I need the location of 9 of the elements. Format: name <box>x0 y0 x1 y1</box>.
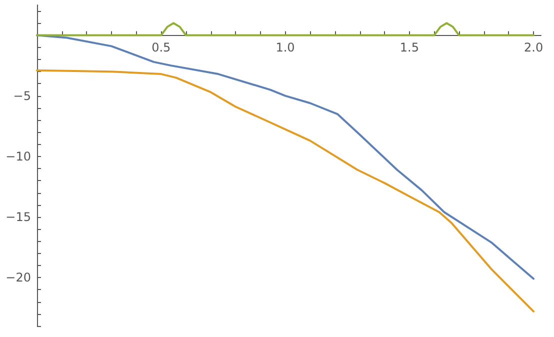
y-tick-label: −5 <box>13 88 31 103</box>
x-tick-label: 2.0 <box>524 40 544 54</box>
x-tick-label: 0.5 <box>152 40 171 54</box>
x-tick-label: 1.5 <box>400 40 419 54</box>
y-tick-label: −15 <box>6 210 31 224</box>
line-series <box>36 69 535 312</box>
x-tick-label: 1.0 <box>276 40 295 54</box>
y-tick-label: −10 <box>6 149 31 164</box>
y-tick-label: −20 <box>6 270 31 285</box>
